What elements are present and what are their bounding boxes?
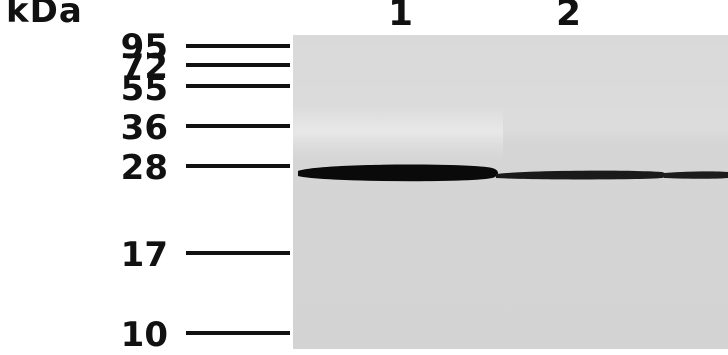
marker-label-72: 72 <box>120 47 168 87</box>
marker-tick-36 <box>186 124 290 128</box>
marker-tick-10 <box>186 331 290 335</box>
unit-label: kDa <box>6 0 83 31</box>
marker-tick-72 <box>186 63 290 67</box>
marker-tick-95 <box>186 44 290 48</box>
membrane-background <box>293 35 728 349</box>
lane-3-band-partial <box>664 171 728 179</box>
marker-label-28: 28 <box>120 148 168 188</box>
marker-label-36: 36 <box>120 108 168 148</box>
marker-tick-17 <box>186 251 290 255</box>
marker-tick-55 <box>186 84 290 88</box>
marker-label-10: 10 <box>120 315 168 355</box>
marker-label-55: 55 <box>120 69 168 109</box>
marker-label-95: 95 <box>120 27 168 67</box>
lane-1-label: 1 <box>388 0 414 34</box>
lane-2-label: 2 <box>556 0 582 34</box>
marker-label-17: 17 <box>120 235 168 275</box>
marker-tick-28 <box>186 164 290 168</box>
lane-2-band <box>496 170 667 180</box>
lane-1-band <box>298 164 498 182</box>
lane-1-haze <box>293 105 503 160</box>
